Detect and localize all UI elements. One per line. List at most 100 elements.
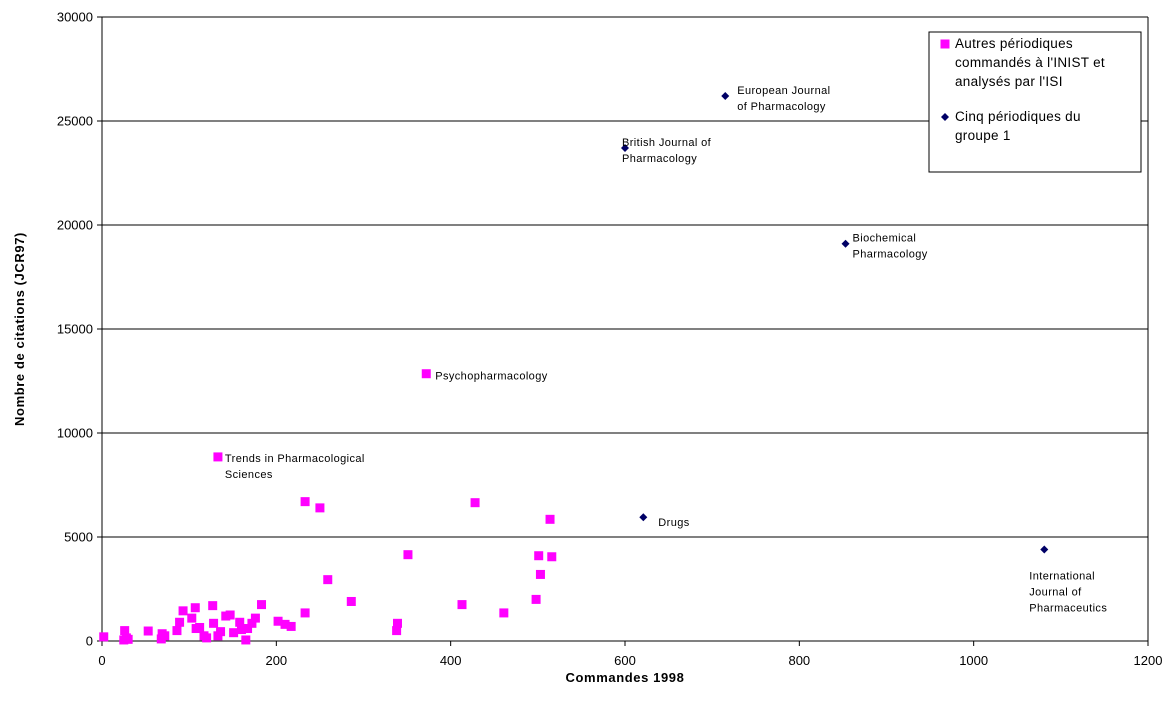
magenta-square-point bbox=[300, 497, 310, 507]
point-label-line: of Pharmacology bbox=[737, 101, 826, 113]
x-tick-label: 200 bbox=[265, 653, 287, 668]
magenta-square-point bbox=[286, 621, 296, 631]
legend-diamond-marker bbox=[941, 113, 949, 121]
magenta-square-point bbox=[160, 631, 170, 641]
point-label: Psychopharmacology bbox=[435, 371, 547, 383]
legend: Autres périodiques commandés à l'INIST et… bbox=[928, 31, 1142, 173]
y-tick-label: 25000 bbox=[57, 114, 93, 129]
magenta-square-point bbox=[247, 618, 257, 628]
x-tick-label: 1200 bbox=[1134, 653, 1163, 668]
magenta-square-point bbox=[202, 633, 212, 643]
navy-diamond-point bbox=[639, 513, 648, 522]
y-tick-label: 20000 bbox=[57, 218, 93, 233]
magenta-square-point bbox=[225, 610, 235, 620]
y-tick-label: 15000 bbox=[57, 322, 93, 337]
magenta-square-point bbox=[531, 594, 541, 604]
magenta-square-point bbox=[323, 575, 333, 585]
point-label-line: Drugs bbox=[658, 517, 689, 529]
magenta-square-point bbox=[273, 616, 283, 626]
x-tick-label: 400 bbox=[440, 653, 462, 668]
magenta-square-point bbox=[315, 503, 325, 513]
tick-labels: 0 5000 10000 15000 20000 25000 30000 0 200 400 600… bbox=[57, 10, 1163, 669]
point-label-line: Biochemical bbox=[853, 233, 917, 245]
legend-box bbox=[928, 31, 1142, 173]
magenta-square-point bbox=[421, 369, 431, 379]
point-label-line: Journal of bbox=[1029, 586, 1082, 598]
point-label-line: Trends in Pharmacological bbox=[225, 453, 365, 465]
point-label-line: European Journal bbox=[737, 85, 830, 97]
point-label-line: British Journal of bbox=[622, 137, 712, 149]
navy-diamond-point bbox=[1040, 545, 1049, 554]
legend-entry-line: Cinq périodiques du bbox=[955, 109, 1081, 124]
legend-entry-line: Autres périodiques bbox=[955, 36, 1073, 51]
magenta-square-point bbox=[241, 635, 251, 645]
magenta-square-point bbox=[213, 452, 223, 462]
point-label-line: International bbox=[1029, 570, 1095, 582]
magenta-square-point bbox=[229, 628, 239, 638]
magenta-square-point bbox=[403, 550, 413, 560]
axes bbox=[97, 16, 1149, 646]
x-tick-label: 1000 bbox=[959, 653, 988, 668]
magenta-square-point bbox=[470, 498, 480, 508]
magenta-square-point bbox=[534, 551, 544, 561]
legend-entry-line: commandés à l'INIST et bbox=[955, 55, 1105, 70]
magenta-square-point bbox=[547, 552, 557, 562]
x-tick-label: 600 bbox=[614, 653, 636, 668]
magenta-square-point bbox=[195, 622, 205, 632]
magenta-square-point bbox=[545, 514, 555, 524]
navy-diamond-point bbox=[621, 144, 629, 153]
legend-square-marker bbox=[940, 39, 950, 49]
point-label: Trends in Pharmacological Sciences bbox=[225, 453, 365, 481]
magenta-square-point bbox=[143, 626, 153, 636]
legend-entry-line: analysés par l'ISI bbox=[955, 74, 1063, 89]
point-label: International Journal of Pharmaceutics bbox=[1029, 570, 1107, 614]
magenta-square-point bbox=[99, 632, 109, 642]
legend-entry-text: Cinq périodiques du groupe 1 bbox=[955, 109, 1081, 143]
magenta-square-point bbox=[187, 613, 197, 623]
magenta-square-point bbox=[120, 626, 130, 636]
y-tick-label: 0 bbox=[86, 634, 93, 649]
navy-diamond-point bbox=[721, 92, 730, 101]
magenta-square-point bbox=[243, 624, 253, 634]
y-tick-label: 10000 bbox=[57, 426, 93, 441]
x-tick-label: 800 bbox=[788, 653, 810, 668]
magenta-square-point bbox=[123, 634, 133, 644]
point-label: Biochemical Pharmacology bbox=[853, 233, 928, 261]
magenta-square-point bbox=[209, 618, 219, 628]
magenta-square-point bbox=[300, 608, 310, 618]
y-tick-label: 5000 bbox=[64, 530, 93, 545]
point-label: Drugs bbox=[658, 517, 689, 529]
magenta-square-point bbox=[535, 569, 545, 579]
magenta-square-point bbox=[236, 625, 246, 635]
point-label-line: Pharmacology bbox=[622, 153, 697, 165]
x-axis-title: Commandes 1998 bbox=[566, 670, 685, 685]
magenta-square-point bbox=[392, 618, 402, 628]
magenta-square-point bbox=[250, 613, 260, 623]
magenta-square-point bbox=[216, 627, 226, 637]
magenta-square-point bbox=[392, 626, 402, 636]
point-label-line: Sciences bbox=[225, 469, 273, 481]
magenta-square-point bbox=[175, 617, 185, 627]
magenta-square-point bbox=[499, 608, 509, 618]
magenta-square-point bbox=[208, 601, 218, 611]
point-label-line: Psychopharmacology bbox=[435, 371, 547, 383]
magenta-square-point bbox=[190, 603, 200, 613]
point-label: British Journal of Pharmacology bbox=[622, 137, 712, 165]
data-points bbox=[99, 92, 1049, 645]
point-label-line: Pharmaceutics bbox=[1029, 602, 1107, 614]
magenta-square-point bbox=[257, 600, 267, 610]
magenta-square-point bbox=[235, 617, 245, 627]
y-tick-label: 30000 bbox=[57, 10, 93, 25]
magenta-square-point bbox=[178, 606, 188, 616]
magenta-square-point bbox=[457, 600, 467, 610]
magenta-square-point bbox=[172, 626, 182, 636]
point-annotations: European Journal of Pharmacology British J… bbox=[225, 85, 1107, 614]
gridlines bbox=[102, 16, 1148, 538]
legend-entry-line: groupe 1 bbox=[955, 128, 1011, 143]
magenta-square-point bbox=[280, 619, 290, 629]
magenta-square-point bbox=[346, 596, 356, 606]
legend-entry-text: Autres périodiques commandés à l'INIST et… bbox=[955, 36, 1105, 89]
point-label-line: Pharmacology bbox=[853, 249, 928, 261]
